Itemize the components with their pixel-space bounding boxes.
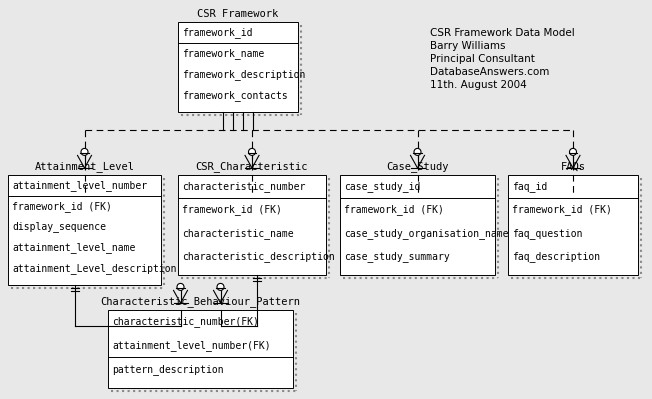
Text: attainment_level_number(FK): attainment_level_number(FK): [112, 340, 271, 351]
Text: DatabaseAnswers.com: DatabaseAnswers.com: [430, 67, 550, 77]
Circle shape: [81, 148, 88, 155]
Text: framework_id: framework_id: [182, 27, 252, 38]
Bar: [178, 22, 298, 112]
Text: faq_question: faq_question: [512, 228, 582, 239]
Text: framework_description: framework_description: [182, 69, 305, 80]
Text: Barry Williams: Barry Williams: [430, 41, 505, 51]
Text: case_study_organisation_name: case_study_organisation_name: [344, 228, 509, 239]
Text: faq_description: faq_description: [512, 251, 600, 262]
Bar: [8, 175, 161, 285]
Bar: [340, 175, 495, 275]
Text: display_sequence: display_sequence: [12, 221, 106, 232]
Text: framework_id (FK): framework_id (FK): [182, 204, 282, 215]
Text: FAQs: FAQs: [561, 162, 585, 172]
Circle shape: [248, 148, 256, 155]
Text: attainment_level_name: attainment_level_name: [12, 242, 136, 253]
Text: attainment_level_number: attainment_level_number: [12, 180, 147, 191]
Text: Characteristic_Behaviour_Pattern: Characteristic_Behaviour_Pattern: [100, 296, 301, 307]
Circle shape: [177, 283, 184, 290]
Text: CSR Framework Data Model: CSR Framework Data Model: [430, 28, 575, 38]
Text: Principal Consultant: Principal Consultant: [430, 54, 535, 64]
Circle shape: [414, 148, 421, 155]
Text: framework_id (FK): framework_id (FK): [344, 204, 444, 215]
Text: framework_name: framework_name: [182, 48, 264, 59]
Text: characteristic_number(FK): characteristic_number(FK): [112, 316, 259, 327]
Bar: [178, 175, 326, 275]
Text: CSR_Characteristic: CSR_Characteristic: [196, 161, 308, 172]
Text: framework_id (FK): framework_id (FK): [512, 204, 612, 215]
Text: characteristic_number: characteristic_number: [182, 181, 305, 192]
Text: framework_id (FK): framework_id (FK): [12, 201, 112, 211]
Bar: [108, 310, 293, 388]
Text: characteristic_description: characteristic_description: [182, 251, 334, 262]
Text: characteristic_name: characteristic_name: [182, 228, 293, 239]
Text: faq_id: faq_id: [512, 181, 547, 192]
Text: Case_Study: Case_Study: [386, 161, 449, 172]
Text: case_study_summary: case_study_summary: [344, 251, 450, 262]
Text: framework_contacts: framework_contacts: [182, 90, 288, 101]
Text: CSR Framework: CSR Framework: [198, 9, 278, 19]
Text: attainment_Level_description: attainment_Level_description: [12, 263, 177, 274]
Circle shape: [217, 283, 224, 290]
Text: 11th. August 2004: 11th. August 2004: [430, 80, 527, 90]
Bar: [508, 175, 638, 275]
Text: Attainment_Level: Attainment_Level: [35, 161, 134, 172]
Text: pattern_description: pattern_description: [112, 363, 224, 375]
Text: case_study_id: case_study_id: [344, 181, 421, 192]
Circle shape: [569, 148, 576, 155]
